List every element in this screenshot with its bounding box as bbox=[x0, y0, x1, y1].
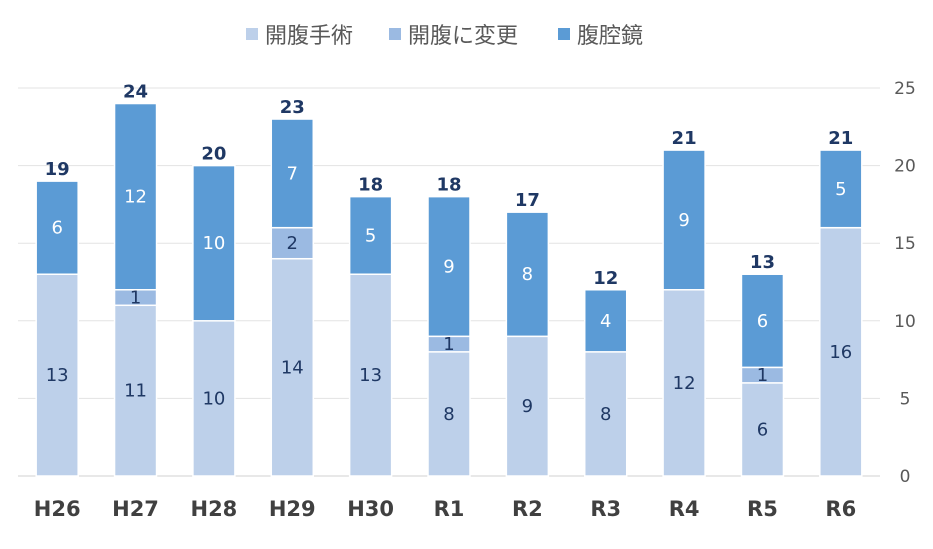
segment-value-label: 10 bbox=[202, 388, 225, 409]
legend-swatch-1 bbox=[389, 28, 401, 40]
total-label-R5: 13 bbox=[750, 252, 775, 273]
legend-label-1: 開腹に変更 bbox=[408, 24, 518, 49]
bar-segment-R2-s2 bbox=[505, 211, 550, 338]
bar-segment-H26-s0 bbox=[35, 273, 79, 477]
bar-segment-H29-s1 bbox=[270, 226, 315, 260]
bar-segment-R2-s0 bbox=[505, 335, 550, 477]
x-tick-label-R5: R5 bbox=[747, 497, 778, 521]
total-label-H26: 19 bbox=[45, 159, 70, 180]
segment-value-label: 10 bbox=[202, 233, 225, 254]
bar-segment-H29-s2 bbox=[270, 118, 315, 229]
segment-value-label: 9 bbox=[678, 210, 689, 231]
bar-segment-H27-s2 bbox=[113, 102, 158, 291]
total-label-H27: 24 bbox=[123, 82, 148, 103]
bar-segment-R6-s0 bbox=[819, 226, 863, 477]
bar-segment-R6-s2 bbox=[819, 149, 863, 229]
segment-value-label: 12 bbox=[673, 373, 696, 394]
bars bbox=[35, 102, 863, 477]
total-label-R1: 18 bbox=[436, 175, 461, 196]
data-labels: 1361911112241010201427231351881918981784… bbox=[45, 82, 854, 441]
segment-value-label: 5 bbox=[365, 225, 376, 246]
y-tick-label: 20 bbox=[894, 157, 916, 177]
total-label-R2: 17 bbox=[515, 190, 540, 211]
x-tick-label-R1: R1 bbox=[434, 497, 465, 521]
x-tick-label-H29: H29 bbox=[269, 497, 316, 521]
segment-value-label: 6 bbox=[757, 311, 768, 332]
segment-value-label: 4 bbox=[600, 311, 611, 332]
bar-segment-H27-s0 bbox=[113, 304, 158, 477]
bar-segment-H26-s2 bbox=[35, 180, 79, 275]
segment-value-label: 7 bbox=[287, 163, 298, 184]
x-tick-label-R3: R3 bbox=[590, 497, 621, 521]
total-label-H28: 20 bbox=[201, 144, 226, 165]
segment-value-label: 2 bbox=[287, 233, 298, 254]
segment-value-label: 8 bbox=[443, 404, 454, 425]
segment-value-label: 6 bbox=[51, 218, 62, 239]
segment-value-label: 1 bbox=[443, 334, 454, 355]
legend-swatch-0 bbox=[246, 28, 258, 40]
legend: 開腹手術 開腹に変更 腹腔鏡 bbox=[246, 24, 643, 49]
bar-segment-H28-s2 bbox=[192, 164, 236, 322]
segment-value-label: 9 bbox=[522, 396, 533, 417]
segment-value-label: 13 bbox=[46, 365, 69, 386]
x-tick-label-R4: R4 bbox=[669, 497, 700, 521]
segment-value-label: 5 bbox=[835, 179, 846, 200]
segment-value-label: 1 bbox=[757, 365, 768, 386]
total-label-R4: 21 bbox=[672, 128, 697, 149]
total-label-H29: 23 bbox=[280, 97, 305, 118]
bar-segment-R5-s2 bbox=[740, 273, 785, 369]
legend-label-2: 腹腔鏡 bbox=[577, 24, 643, 49]
x-tick-label-H27: H27 bbox=[112, 497, 159, 521]
segment-value-label: 8 bbox=[522, 264, 533, 285]
segment-value-label: 1 bbox=[130, 288, 141, 309]
y-tick-label: 10 bbox=[894, 312, 916, 332]
y-tick-label: 15 bbox=[894, 234, 916, 254]
x-tick-label-H28: H28 bbox=[191, 497, 238, 521]
bar-segment-R3-s2 bbox=[583, 289, 628, 353]
total-label-R3: 12 bbox=[593, 268, 618, 289]
bar-segment-R3-s0 bbox=[583, 351, 628, 477]
segment-value-label: 13 bbox=[359, 365, 382, 386]
bar-segment-H30-s0 bbox=[348, 273, 393, 477]
total-label-H30: 18 bbox=[358, 175, 383, 196]
segment-value-label: 8 bbox=[600, 404, 611, 425]
y-tick-label: 5 bbox=[900, 389, 911, 409]
segment-value-label: 12 bbox=[124, 187, 147, 208]
segment-value-label: 9 bbox=[443, 256, 454, 277]
total-label-R6: 21 bbox=[828, 128, 853, 149]
x-tick-label-H26: H26 bbox=[34, 497, 81, 521]
bar-segment-H30-s2 bbox=[348, 195, 393, 275]
segment-value-label: 11 bbox=[124, 381, 147, 402]
bar-segment-R4-s2 bbox=[662, 149, 706, 291]
segment-value-label: 14 bbox=[281, 357, 304, 378]
y-tick-label: 25 bbox=[894, 79, 916, 99]
bar-segment-R4-s0 bbox=[662, 289, 706, 477]
segment-value-label: 6 bbox=[757, 419, 768, 440]
y-tick-label: 0 bbox=[900, 467, 911, 487]
bar-segment-R1-s0 bbox=[427, 351, 471, 477]
bar-segment-R1-s2 bbox=[427, 195, 471, 338]
segment-value-label: 16 bbox=[829, 342, 852, 363]
legend-label-0: 開腹手術 bbox=[265, 24, 353, 49]
legend-swatch-2 bbox=[558, 28, 570, 40]
x-tick-label-R6: R6 bbox=[825, 497, 856, 521]
x-tick-label-H30: H30 bbox=[347, 497, 394, 521]
x-tick-label-R2: R2 bbox=[512, 497, 543, 521]
